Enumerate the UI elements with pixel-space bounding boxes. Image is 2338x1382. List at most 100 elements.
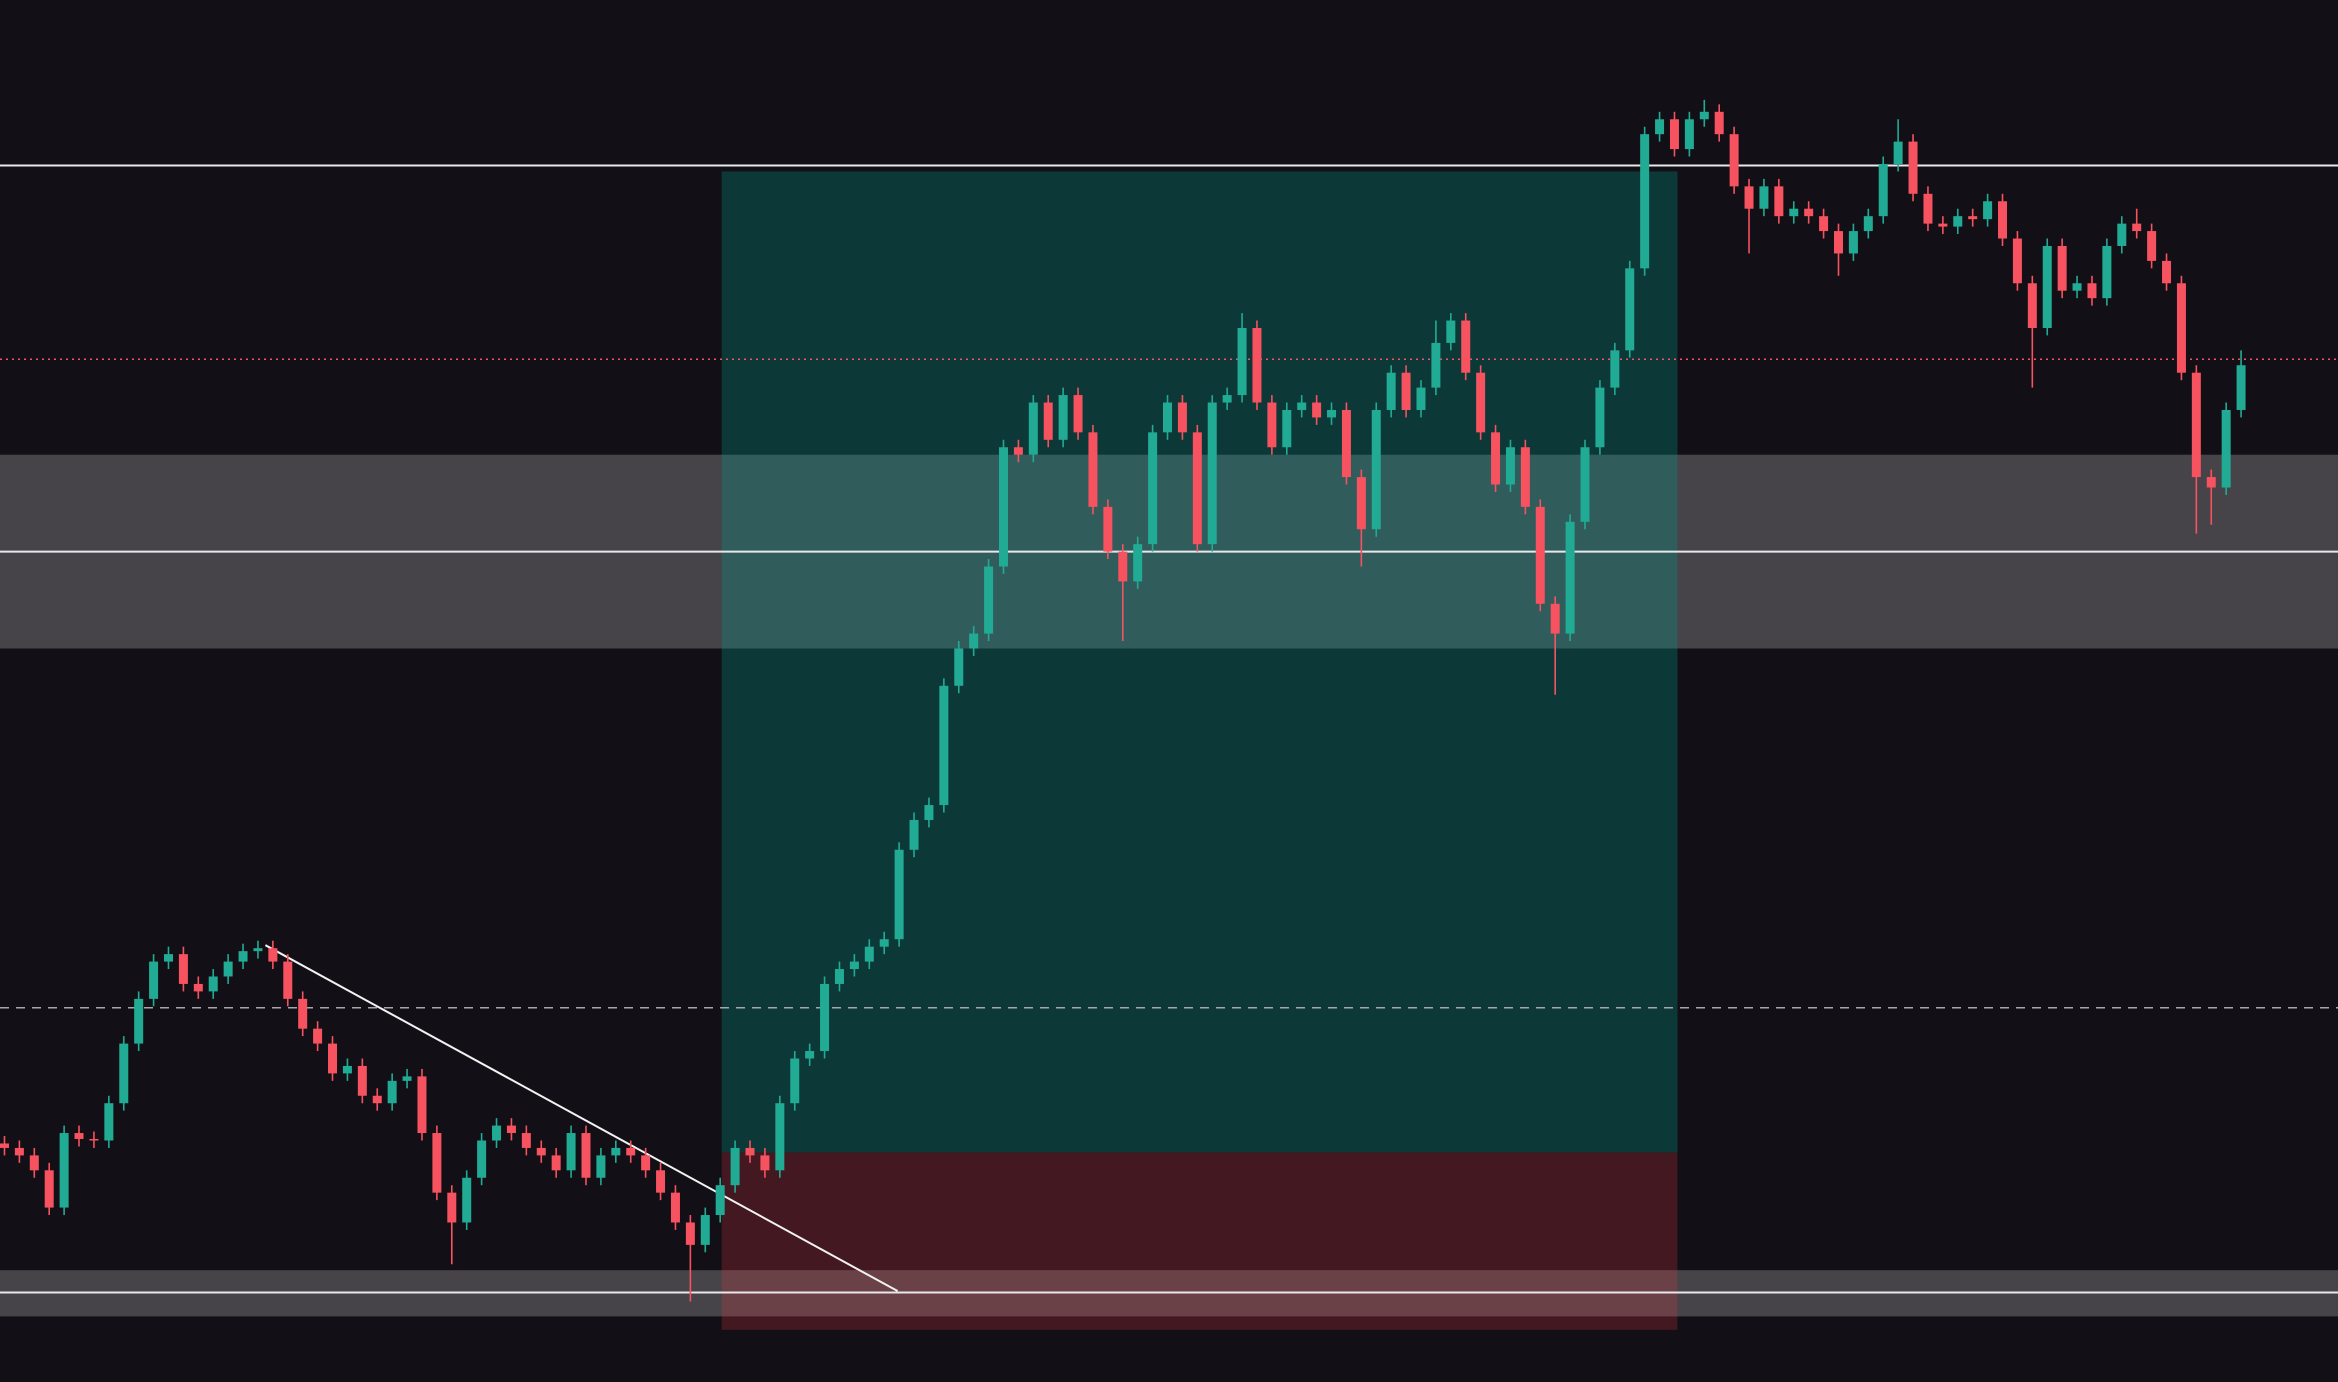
candle-body (149, 961, 159, 999)
candle-body (2027, 283, 2037, 328)
candle-body (357, 1065, 367, 1096)
candle-body (1505, 447, 1515, 485)
stop-zone (721, 1152, 1678, 1330)
candle-body (432, 1133, 442, 1193)
candle-body (313, 1028, 323, 1044)
candle-body (1669, 119, 1679, 150)
candle-body (2072, 283, 2082, 291)
candle-body (1252, 327, 1262, 403)
candle-body (536, 1147, 546, 1156)
candle-body (328, 1043, 338, 1074)
candle-body (1237, 327, 1247, 396)
candle-body (775, 1103, 785, 1171)
candle-body (2087, 283, 2097, 299)
candle-body (864, 946, 874, 962)
candle-body (119, 1043, 129, 1104)
candle-body (2057, 245, 2067, 291)
candle-body (0, 1143, 9, 1148)
candle-body (1595, 387, 1605, 448)
candle-body (1073, 395, 1083, 433)
candle-body (1028, 402, 1038, 455)
candle-body (626, 1147, 636, 1156)
candle-body (1192, 432, 1202, 545)
candle-body (2191, 372, 2201, 478)
candle-body (939, 685, 949, 806)
candle-body (1535, 506, 1545, 604)
candle-body (670, 1192, 680, 1223)
candle-body (969, 633, 979, 649)
candle-body (59, 1133, 69, 1208)
candle-body (894, 849, 904, 940)
candle-body (1848, 231, 1858, 254)
candle-body (298, 998, 308, 1029)
candle-body (178, 954, 188, 984)
candle-body (790, 1058, 800, 1104)
candle-body (223, 961, 233, 977)
candle-body (700, 1215, 710, 1245)
candle-body (477, 1140, 487, 1178)
candle-body (1878, 163, 1888, 217)
candle-body (1923, 193, 1933, 224)
candle-body (984, 566, 994, 634)
candle-body (1267, 402, 1277, 448)
candle-body (1744, 186, 1754, 209)
candle-body (268, 948, 278, 962)
candle-body (1476, 372, 1486, 433)
candle-body (1759, 186, 1769, 209)
candle-body (1804, 208, 1814, 217)
candle-body (1416, 387, 1426, 410)
candle-body (760, 1155, 770, 1171)
candle-body (1461, 320, 1471, 373)
trendline (264, 944, 899, 1292)
candle-body (104, 1103, 114, 1141)
candle-body (1819, 216, 1829, 232)
candle-body (1774, 186, 1784, 217)
candle-body (1893, 141, 1903, 164)
candle-body (2012, 238, 2022, 284)
candle-body (89, 1138, 99, 1141)
candle-body (611, 1147, 621, 1156)
candle-body (1386, 372, 1396, 410)
candle-body (1565, 521, 1575, 634)
candle-body (849, 961, 859, 970)
candle-body (1580, 447, 1590, 522)
candle-body (1625, 268, 1635, 351)
candle-body (1282, 409, 1292, 448)
candle-body (1207, 402, 1217, 545)
candle-body (954, 648, 964, 686)
candle-body (1163, 402, 1173, 433)
candle-body (1058, 395, 1068, 440)
candle-body (372, 1095, 382, 1104)
candle-body (521, 1133, 531, 1148)
candle-body (581, 1133, 591, 1178)
candle-body (1446, 320, 1456, 343)
candle-body (1043, 402, 1053, 440)
candle-body (998, 447, 1008, 567)
candle-body (134, 998, 144, 1044)
candle-body (253, 948, 263, 952)
candle-body (2147, 231, 2157, 261)
candle-body (879, 939, 889, 947)
candle-body (506, 1125, 516, 1134)
candle-body (1699, 111, 1709, 120)
candle-body (551, 1155, 561, 1171)
candle-body (2042, 245, 2052, 328)
candle-body (492, 1125, 502, 1141)
candle-body (283, 961, 293, 999)
candle-body (1401, 372, 1411, 410)
candle-body (447, 1192, 457, 1223)
candle-body (1297, 402, 1307, 410)
candle-body (2132, 223, 2142, 232)
candle-body (1550, 603, 1560, 634)
candle-body (1341, 409, 1351, 478)
candle-body (1431, 342, 1441, 388)
candle-body (641, 1155, 651, 1171)
candle-body (1714, 111, 1724, 135)
candle-body (1908, 141, 1918, 194)
candle-body (1729, 134, 1739, 187)
candle-body (1356, 477, 1366, 530)
candle-body (596, 1155, 606, 1178)
target-zone (721, 171, 1678, 1153)
candle-body (2221, 409, 2231, 488)
